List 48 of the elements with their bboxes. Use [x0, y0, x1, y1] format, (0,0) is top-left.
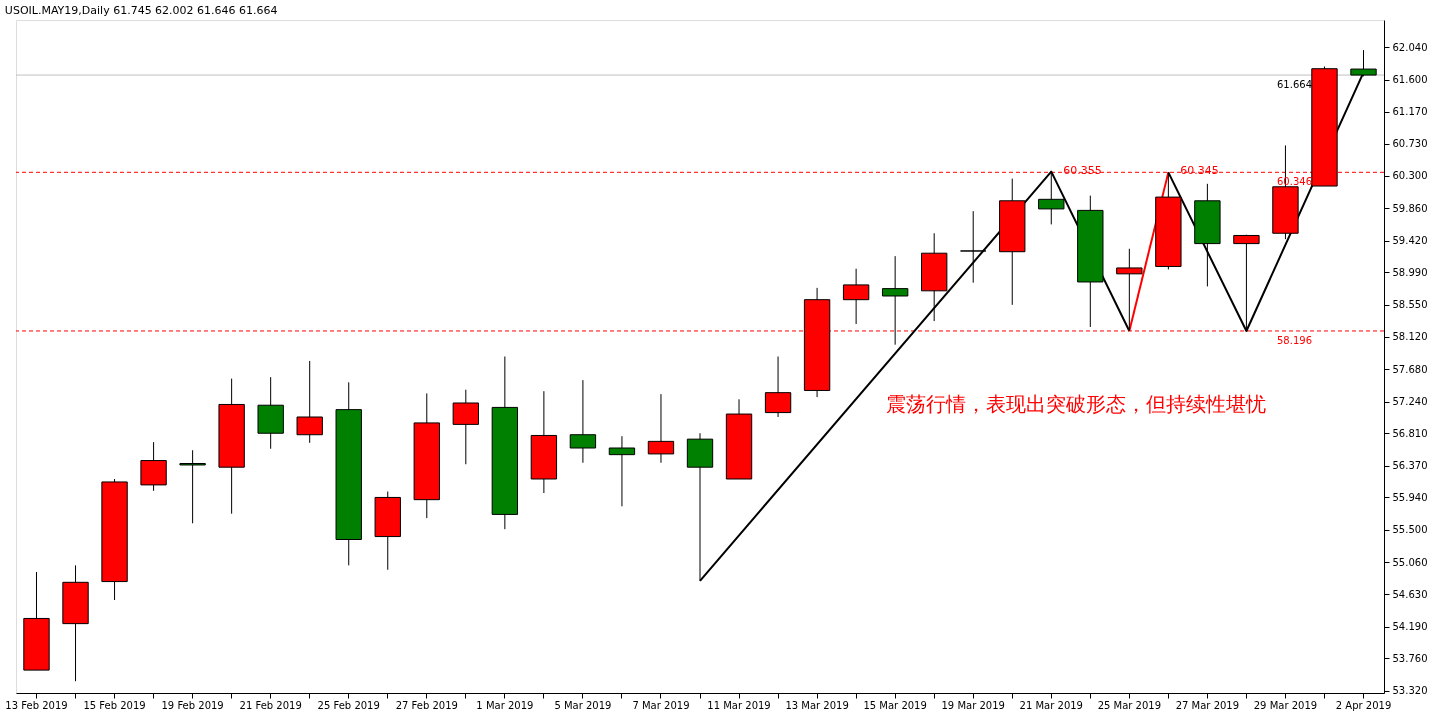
y-tick-label: 58.990: [1392, 266, 1428, 278]
x-tick-label: 1 Mar 2019: [476, 699, 534, 711]
x-tick-label: 25 Feb 2019: [317, 699, 380, 711]
y-tick-label: 62.040: [1392, 41, 1428, 53]
candlestick: [960, 210, 987, 284]
x-tick-label: 27 Mar 2019: [1175, 699, 1240, 711]
y-tick-label: 59.860: [1392, 202, 1428, 214]
y-tick-label: 56.810: [1392, 427, 1428, 439]
y-tick-label: 60.300: [1392, 170, 1428, 182]
candlestick: [608, 435, 636, 507]
ref-line-label: 58.196: [1277, 334, 1312, 346]
x-tick-label: 21 Mar 2019: [1019, 699, 1083, 711]
y-tick-label: 55.060: [1392, 556, 1428, 568]
y-tick-label: 53.320: [1392, 685, 1428, 697]
annotation: 震荡行情，表现出突破形态，但持续性堪忧: [886, 392, 1266, 416]
y-tick-label: 60.730: [1392, 138, 1428, 150]
y-tick-label: 53.760: [1392, 652, 1428, 664]
y-tick-label: 54.630: [1392, 588, 1428, 600]
chart-title: USOIL.MAY19,Daily 61.745 62.002 61.646 61.664: [4, 4, 278, 17]
x-tick-label: 25 Mar 2019: [1097, 699, 1162, 711]
y-tick-label: 57.240: [1392, 396, 1428, 408]
y-tick-label: 61.170: [1392, 106, 1428, 117]
x-tick-label: 13 Feb 2019: [5, 699, 68, 711]
x-tick-label: 19 Feb 2019: [161, 699, 224, 711]
y-tick-label: 56.370: [1392, 460, 1428, 472]
y-tick-label: 59.420: [1392, 235, 1428, 247]
x-tick-label: 15 Feb 2019: [83, 699, 146, 711]
x-tick-label: 15 Mar 2019: [863, 699, 927, 711]
y-tick-label: 55.500: [1392, 524, 1428, 536]
y-tick-label: 55.940: [1392, 491, 1428, 503]
x-tick-label: 5 Mar 2019: [554, 699, 612, 711]
x-tick-label: 11 Mar 2019: [707, 699, 771, 711]
candlestick: [881, 255, 909, 346]
x-tick-label: 13 Mar 2019: [785, 699, 849, 711]
data-label: 60.345: [1180, 164, 1219, 178]
y-tick-label: 58.550: [1392, 299, 1428, 311]
x-tick-label: 2 Apr 2019: [1335, 699, 1392, 711]
y-tick-label: 61.600: [1392, 74, 1428, 86]
candlestick: [179, 449, 206, 524]
data-label: 60.355: [1063, 163, 1102, 177]
y-tick-label: 54.190: [1392, 621, 1428, 633]
x-tick-label: 7 Mar 2019: [632, 699, 690, 711]
x-tick-label: 29 Mar 2019: [1253, 699, 1318, 711]
x-tick-label: 27 Feb 2019: [395, 699, 458, 711]
y-tick-label: 57.680: [1392, 363, 1428, 375]
y-tick-label: 58.120: [1392, 331, 1428, 343]
x-tick-label: 21 Feb 2019: [239, 699, 302, 711]
x-tick-label: 19 Mar 2019: [941, 699, 1005, 711]
